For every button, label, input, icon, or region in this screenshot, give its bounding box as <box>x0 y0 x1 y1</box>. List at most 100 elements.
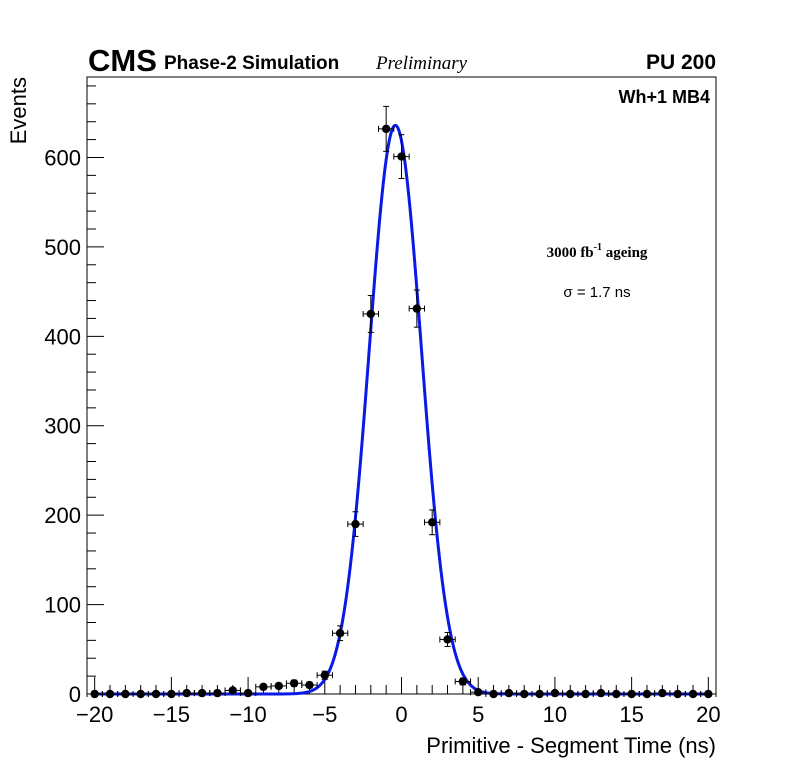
data-marker <box>351 519 360 529</box>
data-marker <box>535 689 544 699</box>
y-tick-label: 0 <box>69 682 81 707</box>
data-point <box>270 681 287 691</box>
data-marker <box>259 682 268 692</box>
data-marker <box>520 689 529 699</box>
data-marker <box>243 688 253 698</box>
data-point <box>132 689 149 699</box>
x-axis: −20 −15 −10 −5 0 5 10 15 20 <box>76 677 721 727</box>
data-point <box>592 688 610 698</box>
data-point <box>239 688 257 698</box>
data-marker <box>581 689 590 699</box>
data-point <box>577 689 594 699</box>
data-point <box>424 509 441 536</box>
data-marker <box>289 679 299 688</box>
data-point <box>86 689 103 699</box>
data-point <box>500 688 518 698</box>
data-marker <box>213 688 222 698</box>
sigma-label: σ = 1.7 ns <box>563 284 630 301</box>
ageing-label: 3000 fb-1 ageing <box>547 242 648 261</box>
data-marker <box>612 689 621 699</box>
y-tick-label: 600 <box>44 145 81 170</box>
data-marker <box>504 688 514 698</box>
data-marker <box>305 680 314 690</box>
ageing-prefix: 3000 fb <box>547 245 594 261</box>
data-marker <box>550 688 560 698</box>
data-point <box>638 689 656 699</box>
data-point <box>546 688 564 698</box>
data-marker <box>458 677 468 686</box>
y-tick-label: 400 <box>44 324 81 349</box>
data-marker <box>596 688 606 698</box>
data-marker <box>704 689 713 699</box>
data-marker <box>274 681 283 691</box>
data-marker <box>658 688 667 698</box>
data-point <box>255 682 272 692</box>
x-tick-label: −5 <box>312 702 337 727</box>
y-axis-title: Events <box>6 77 31 144</box>
preliminary-label: Preliminary <box>375 53 468 74</box>
y-tick-label: 500 <box>44 235 81 260</box>
data-point <box>516 689 533 699</box>
ageing-exponent: -1 <box>594 242 602 253</box>
x-tick-label: 0 <box>395 702 407 727</box>
data-marker <box>105 689 115 699</box>
x-tick-label: −10 <box>229 702 266 727</box>
data-marker <box>397 152 406 161</box>
data-marker <box>673 689 682 699</box>
x-tick-label: −15 <box>153 702 190 727</box>
y-tick-label: 300 <box>44 414 81 439</box>
y-axis: 0 100 200 300 400 500 600 <box>44 85 104 707</box>
data-points <box>86 105 717 699</box>
data-marker <box>335 628 345 638</box>
data-marker <box>627 689 636 699</box>
x-tick-label: 5 <box>472 702 484 727</box>
data-point <box>101 689 119 699</box>
data-marker <box>474 688 483 697</box>
data-marker <box>136 689 145 699</box>
data-point <box>684 689 702 699</box>
data-point <box>316 670 333 680</box>
x-tick-label: 15 <box>619 702 643 727</box>
data-point <box>454 677 472 686</box>
data-marker <box>197 688 207 698</box>
data-marker <box>167 689 176 699</box>
data-marker <box>489 689 498 699</box>
data-marker <box>366 309 376 319</box>
data-point <box>393 134 410 180</box>
data-marker <box>381 124 391 134</box>
data-point <box>439 631 456 647</box>
data-marker <box>688 689 698 699</box>
data-point <box>209 688 226 698</box>
data-point <box>285 679 303 688</box>
data-point <box>117 689 134 699</box>
data-point <box>623 689 640 699</box>
data-point <box>163 689 180 699</box>
cms-label: CMS <box>88 43 157 78</box>
data-point <box>562 689 579 699</box>
data-point <box>654 688 671 698</box>
ageing-suffix: ageing <box>602 245 648 261</box>
data-point <box>485 689 502 699</box>
data-point <box>347 511 364 537</box>
x-axis-title: Primitive - Segment Time (ns) <box>426 733 716 758</box>
data-marker <box>642 689 652 699</box>
data-point <box>408 289 426 328</box>
data-marker <box>228 686 237 695</box>
data-marker <box>182 688 191 698</box>
data-marker <box>90 689 99 699</box>
data-marker <box>566 689 575 699</box>
simulation-label: Phase-2 Simulation <box>164 53 339 74</box>
data-point <box>331 625 349 642</box>
chamber-label: Wh+1 MB4 <box>618 87 710 107</box>
data-point <box>377 105 395 152</box>
data-point <box>700 689 717 699</box>
y-tick-label: 200 <box>44 503 81 528</box>
fit-layer <box>94 123 709 696</box>
x-tick-label: 20 <box>696 702 720 727</box>
pileup-label: PU 200 <box>646 51 716 74</box>
data-marker <box>121 689 130 699</box>
data-point <box>470 688 487 697</box>
data-marker <box>320 671 329 680</box>
data-point <box>301 680 318 690</box>
